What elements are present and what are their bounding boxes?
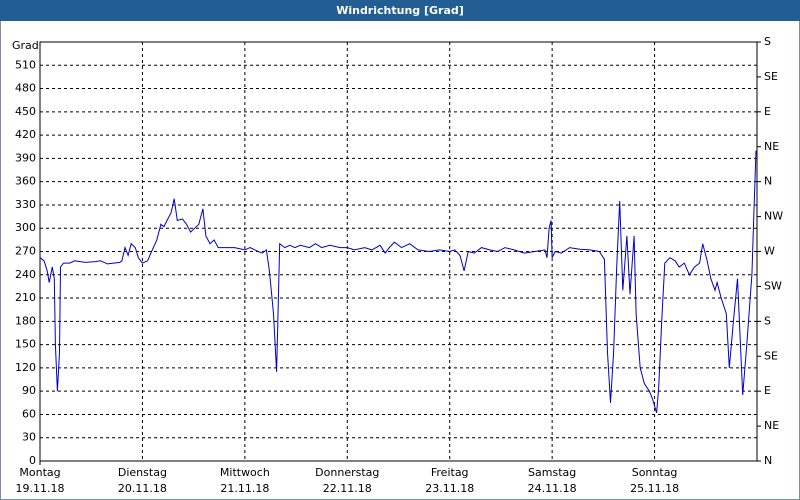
x-tick-date: 23.11.18 (425, 482, 474, 495)
y2-tick-label: SE (764, 349, 778, 362)
y-tick-label: 330 (15, 198, 36, 211)
y-tick-label: 300 (15, 221, 36, 234)
y2-tick-label: N (764, 175, 772, 188)
title-bar (0, 0, 800, 21)
x-tick-label: Samstag (528, 466, 576, 479)
y-tick-label: 450 (15, 105, 36, 118)
y-tick-label: 510 (15, 58, 36, 71)
x-tick-date: 25.11.18 (630, 482, 679, 495)
y-tick-label: 60 (22, 407, 36, 420)
y-tick-label: 270 (15, 245, 36, 258)
chart-title: Windrichtung [Grad] (336, 4, 464, 17)
y2-tick-label: NE (764, 419, 779, 432)
y2-tick-label: W (764, 245, 775, 258)
y2-tick-label: SW (764, 279, 782, 292)
y-tick-label: 240 (15, 268, 36, 281)
y-tick-label: 390 (15, 151, 36, 164)
y-tick-label: 150 (15, 338, 36, 351)
x-tick-date: 21.11.18 (220, 482, 269, 495)
x-tick-label: Montag (19, 466, 60, 479)
plot-border (39, 41, 758, 462)
y2-tick-label: S (764, 314, 771, 327)
y2-tick-label: SE (764, 70, 778, 83)
x-tick-date: 19.11.18 (16, 482, 65, 495)
x-tick-label: Donnerstag (315, 466, 379, 479)
x-tick-date: 22.11.18 (323, 482, 372, 495)
y-tick-label: 360 (15, 175, 36, 188)
y2-tick-label: E (764, 105, 771, 118)
x-tick-label: Dienstag (118, 466, 167, 479)
y-tick-label: 480 (15, 82, 36, 95)
x-tick-label: Mittwoch (220, 466, 270, 479)
x-tick-date: 24.11.18 (528, 482, 577, 495)
y-tick-label: 210 (15, 291, 36, 304)
y2-tick-label: S (764, 35, 771, 48)
x-tick-label: Freitag (431, 466, 469, 479)
x-tick-date: 20.11.18 (118, 482, 167, 495)
x-tick-label: Sonntag (632, 466, 678, 479)
y2-tick-label: E (764, 384, 771, 397)
y-tick-label: 120 (15, 361, 36, 374)
y2-tick-label: NW (764, 210, 783, 223)
y-tick-label: 90 (22, 384, 36, 397)
y2-tick-label: N (764, 454, 772, 467)
y-tick-label: 180 (15, 314, 36, 327)
y2-tick-label: NE (764, 140, 779, 153)
y-tick-label: 30 (22, 431, 36, 444)
y-tick-label: 0 (29, 454, 36, 467)
data-line (39, 150, 757, 414)
y-tick-label: 420 (15, 128, 36, 141)
y-axis-label: Grad (12, 39, 39, 52)
